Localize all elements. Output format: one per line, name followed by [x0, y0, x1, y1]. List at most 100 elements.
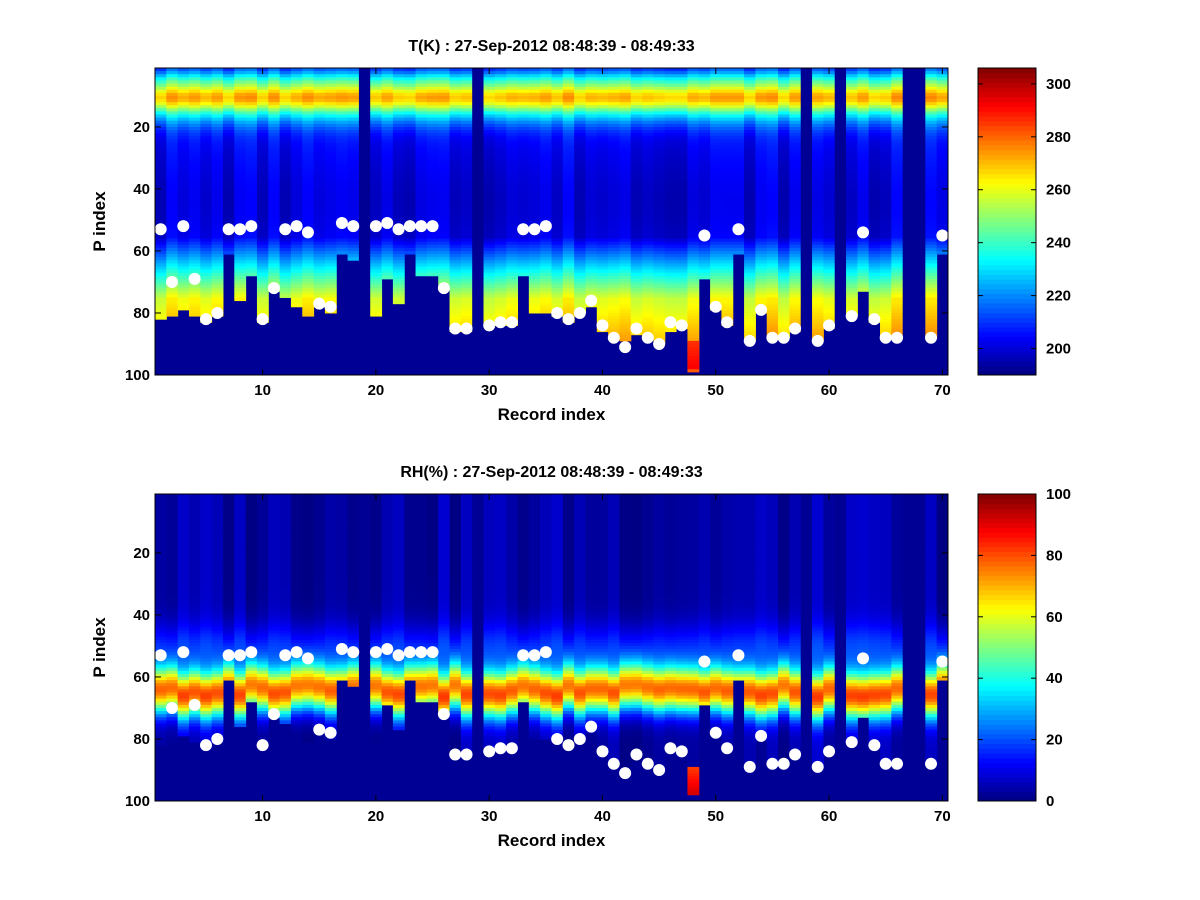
heatmap-cell	[279, 117, 292, 122]
heatmap-cell	[823, 223, 836, 227]
heatmap-cell	[347, 89, 360, 94]
record-column	[426, 68, 439, 277]
heatmap-cell	[347, 238, 360, 243]
heatmap-cell	[392, 80, 405, 85]
heatmap-cell	[494, 291, 507, 295]
heatmap-cell	[698, 123, 711, 128]
heatmap-cell	[155, 154, 167, 159]
heatmap-cell	[302, 219, 315, 224]
heatmap-cell	[664, 102, 677, 106]
heatmap-cell	[642, 111, 654, 116]
heatmap-cell	[155, 207, 167, 212]
heatmap-cell	[823, 185, 836, 190]
heatmap-cell	[155, 185, 167, 190]
heatmap-cell	[630, 145, 643, 150]
record-column	[245, 68, 258, 277]
heatmap-cell	[744, 133, 756, 137]
heatmap-cell	[313, 219, 326, 224]
heatmap-cell	[755, 102, 768, 106]
heatmap-cell	[290, 157, 303, 162]
heatmap-cell	[426, 99, 439, 103]
heatmap-cell	[698, 86, 711, 91]
heatmap-cell	[347, 68, 360, 72]
heatmap-cell	[755, 74, 768, 78]
heatmap-cell	[188, 291, 201, 295]
heatmap-cell	[404, 102, 417, 106]
heatmap-cell	[460, 263, 473, 267]
heatmap-cell	[336, 179, 349, 184]
heatmap-cell	[608, 120, 620, 125]
heatmap-cell	[155, 89, 167, 94]
heatmap-cell	[506, 303, 519, 308]
heatmap-cell	[155, 250, 167, 255]
heatmap-cell	[449, 89, 462, 94]
heatmap-cell	[562, 167, 575, 171]
heatmap-cell	[585, 130, 598, 134]
heatmap-cell	[562, 74, 575, 78]
heatmap-cell	[596, 303, 609, 308]
heatmap-cell	[653, 235, 666, 240]
heatmap-cell	[676, 145, 688, 150]
heatmap-cell	[381, 164, 394, 168]
heatmap-cell	[279, 281, 292, 286]
heatmap-cell	[324, 207, 337, 212]
heatmap-cell	[415, 250, 428, 255]
heatmap-cell	[166, 210, 179, 215]
heatmap-cell	[188, 250, 201, 255]
heatmap-cell	[619, 254, 632, 258]
heatmap-cell	[925, 195, 938, 199]
heatmap-cell	[347, 164, 360, 168]
heatmap-cell	[744, 102, 756, 106]
heatmap-cell	[823, 241, 836, 246]
heatmap-cell	[608, 77, 620, 81]
heatmap-cell	[155, 117, 167, 122]
heatmap-cell	[426, 148, 439, 153]
heatmap-cell	[880, 188, 892, 193]
heatmap-cell	[857, 176, 870, 181]
heatmap-cell	[347, 257, 360, 261]
heatmap-cell	[415, 216, 428, 221]
heatmap-cell	[256, 229, 269, 233]
heatmap-cell	[698, 151, 711, 156]
heatmap-cell	[415, 145, 428, 150]
heatmap-cell	[517, 167, 530, 171]
heatmap-cell	[506, 114, 519, 119]
heatmap-cell	[540, 198, 552, 202]
heatmap-cell	[721, 136, 734, 140]
heatmap-cell	[370, 198, 383, 202]
heatmap-cell	[347, 126, 360, 131]
heatmap-cell	[483, 213, 496, 218]
heatmap-cell	[880, 130, 892, 134]
heatmap-cell	[891, 173, 904, 178]
heatmap-cell	[574, 176, 586, 181]
heatmap-cell	[630, 89, 643, 94]
heatmap-cell	[426, 232, 439, 236]
heatmap-cell	[744, 105, 756, 109]
heatmap-cell	[710, 139, 722, 143]
heatmap-cell	[551, 80, 564, 85]
heatmap-cell	[596, 170, 609, 174]
heatmap-cell	[732, 89, 745, 94]
heatmap-cell	[155, 272, 167, 277]
heatmap-cell	[891, 86, 904, 91]
heatmap-cell	[857, 216, 870, 221]
heatmap-cell	[846, 291, 858, 295]
heatmap-cell	[188, 95, 201, 100]
heatmap-cell	[880, 275, 892, 280]
heatmap-cell	[528, 99, 541, 103]
heatmap-cell	[574, 272, 586, 277]
heatmap-cell	[517, 99, 530, 103]
heatmap-cell	[392, 263, 405, 267]
heatmap-cell	[880, 74, 892, 78]
heatmap-cell	[370, 275, 383, 280]
heatmap-cell	[279, 275, 292, 280]
heatmap-cell	[211, 126, 224, 131]
record-column	[846, 68, 858, 317]
heatmap-cell	[880, 167, 892, 171]
heatmap-cell	[188, 105, 201, 109]
heatmap-cell	[664, 77, 677, 81]
heatmap-cell	[664, 278, 677, 283]
heatmap-cell	[778, 111, 790, 116]
heatmap-cell	[404, 182, 417, 187]
heatmap-cell	[188, 263, 201, 267]
